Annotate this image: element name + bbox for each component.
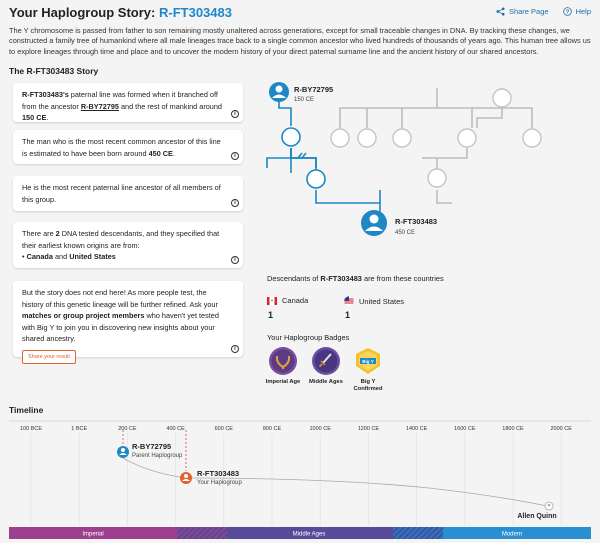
badge-label: Imperial Age: [265, 379, 301, 385]
info-icon[interactable]: i: [231, 199, 239, 207]
help-label: Help: [575, 7, 591, 16]
share-page-button[interactable]: Share Page: [496, 7, 549, 16]
page-header: Your Haplogroup Story: R-FT303483 Share …: [9, 4, 591, 22]
info-icon[interactable]: i: [231, 152, 239, 160]
haplotree-diagram: R-BY72795 150 CE R-FT303483 450 CE: [266, 82, 542, 236]
card-text: DNA tested descendants, and they specifi…: [22, 229, 220, 250]
card-bold-text: matches or group project members: [22, 311, 145, 320]
origin-canada: Canada: [26, 252, 53, 261]
country-united-states: United States: [344, 296, 404, 306]
timeline-heading: Timeline: [9, 405, 44, 415]
share-page-label: Share Page: [508, 7, 549, 16]
help-button[interactable]: ? Help: [562, 7, 591, 16]
tree-child-name: R-FT303483: [395, 217, 437, 226]
story-card-tmrca: The man who is the most recent common an…: [13, 130, 243, 164]
timeline-tick-label: 100 BCE: [20, 426, 42, 432]
timeline-self-sub: Your Haplogroup: [197, 480, 242, 486]
badge-imperial-age[interactable]: Imperial Age: [263, 346, 303, 386]
page-title: Your Haplogroup Story: R-FT303483: [9, 5, 232, 20]
card-text: who haven't yet tested with Big Y to joi…: [22, 311, 219, 343]
era-transition: [177, 527, 227, 539]
country-count: 1: [268, 310, 274, 320]
card-text: He is the most recent paternal line ance…: [22, 183, 221, 204]
timeline-tick-label: 1 BCE: [71, 426, 87, 432]
timeline-tick-label: 1000 CE: [309, 426, 331, 432]
share-result-button[interactable]: Share your result: [22, 349, 76, 364]
card-text: .: [46, 113, 49, 122]
info-icon[interactable]: i: [231, 345, 239, 353]
tree-parent-name: R-BY72795: [294, 85, 333, 94]
card-text: .: [172, 148, 175, 158]
timeline-self-name: R-FT303483: [197, 469, 239, 478]
title-prefix: Your Haplogroup Story:: [9, 5, 159, 20]
card-text: and: [52, 252, 70, 261]
badges-heading: Your Haplogroup Badges: [267, 333, 350, 342]
era-imperial: [9, 527, 177, 539]
timeline-parent-sub: Parent Haplogroup: [132, 453, 183, 459]
timeline-tick-label: 1800 CE: [502, 426, 524, 432]
badge-label: Middle Ages: [309, 379, 343, 385]
tmrca-date: 450 CE: [148, 148, 173, 158]
story-heading: The R-FT303483 Story: [9, 66, 99, 76]
desc-text: Descendants of: [267, 274, 321, 283]
card-text: There are: [22, 229, 56, 238]
intro-text: The Y chromosome is passed from father t…: [9, 26, 591, 56]
era-label: Modern: [502, 532, 522, 538]
descendants-heading: Descendants of R-FT303483 are from these…: [267, 274, 444, 283]
era-middle-ages: [227, 527, 393, 539]
country-name: Canada: [282, 296, 309, 305]
country-count: 1: [345, 310, 351, 320]
timeline-tick-label: 1400 CE: [406, 426, 428, 432]
timeline-tick-label: 1600 CE: [454, 426, 476, 432]
story-card-descendants: There are 2 DNA tested descendants, and …: [13, 222, 243, 268]
title-haplogroup: R-FT303483: [158, 5, 232, 20]
desc-haplogroup: R-FT303483: [320, 274, 362, 283]
timeline-tick-label: 800 CE: [263, 426, 282, 432]
laurel-badge-icon: [269, 347, 297, 375]
origins-list: • Canada and United States: [22, 252, 116, 261]
desc-text: are from these countries: [361, 274, 444, 283]
timeline-tick-label: 400 CE: [166, 426, 185, 432]
info-icon[interactable]: i: [231, 256, 239, 264]
share-icon: [496, 7, 505, 16]
sword-badge-icon: [312, 347, 340, 375]
descendant-count: 2: [55, 229, 60, 238]
card-text: paternal line was formed when it branche…: [22, 90, 218, 111]
era-transition: [393, 527, 443, 539]
parent-haplogroup-link[interactable]: R-BY72795: [80, 101, 119, 111]
big-y-badge-icon: Big Y: [356, 348, 380, 374]
info-icon[interactable]: i: [231, 110, 239, 118]
badge-middle-ages[interactable]: Middle Ages: [306, 346, 346, 386]
card-text: The man who is the most recent common an…: [22, 137, 221, 158]
help-icon: ?: [562, 7, 572, 16]
tree-child-date: 450 CE: [395, 230, 415, 236]
timeline-chart: 100 BCE 1 BCE 200 CE 400 CE 600 CE 800 CE 1000…: [9, 420, 591, 539]
card-haplogroup: R-FT303483's: [22, 90, 69, 99]
country-name: United States: [359, 296, 405, 306]
timeline-tick-label: 200 CE: [118, 426, 137, 432]
story-card-ancestor: He is the most recent paternal line ance…: [13, 176, 243, 211]
canada-flag-icon: [267, 296, 277, 305]
svg-text:?: ?: [565, 10, 569, 16]
tree-parent-date: 150 CE: [294, 97, 314, 103]
timeline-tick-label: 600 CE: [215, 426, 234, 432]
era-modern: [443, 527, 591, 539]
country-canada: Canada: [267, 296, 308, 305]
card-text: and the rest of mankind around: [118, 101, 222, 111]
timeline-parent-name: R-BY72795: [132, 442, 171, 451]
card-text: But the story does not end here! As more…: [22, 288, 218, 309]
person-name: Allen Quinn: [517, 513, 556, 520]
timeline-tick-label: 1200 CE: [358, 426, 380, 432]
branch-date: 150 CE: [22, 113, 47, 122]
era-label: Imperial: [82, 532, 103, 538]
badge-big-y-confirmed[interactable]: Big Y Big Y Confirmed: [348, 346, 388, 393]
big-y-badge-text: Big Y: [362, 359, 373, 364]
us-flag-icon: [344, 296, 354, 306]
badge-label: Big Y Confirmed: [353, 379, 383, 392]
era-label: Middle Ages: [293, 532, 326, 538]
story-card-cta: But the story does not end here! As more…: [13, 281, 243, 364]
origin-united-states: United States: [69, 252, 116, 261]
timeline-tick-label: 2000 CE: [550, 426, 572, 432]
story-card-branch: R-FT303483's paternal line was formed wh…: [13, 83, 243, 122]
